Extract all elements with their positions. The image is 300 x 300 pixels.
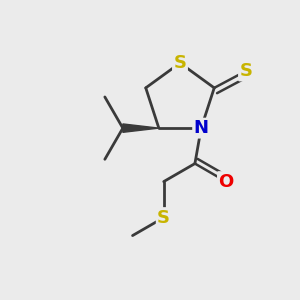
Text: S: S	[239, 62, 253, 80]
Text: S: S	[157, 208, 170, 226]
Polygon shape	[123, 124, 159, 132]
Text: S: S	[173, 54, 187, 72]
Text: O: O	[218, 172, 234, 190]
Text: N: N	[194, 119, 209, 137]
